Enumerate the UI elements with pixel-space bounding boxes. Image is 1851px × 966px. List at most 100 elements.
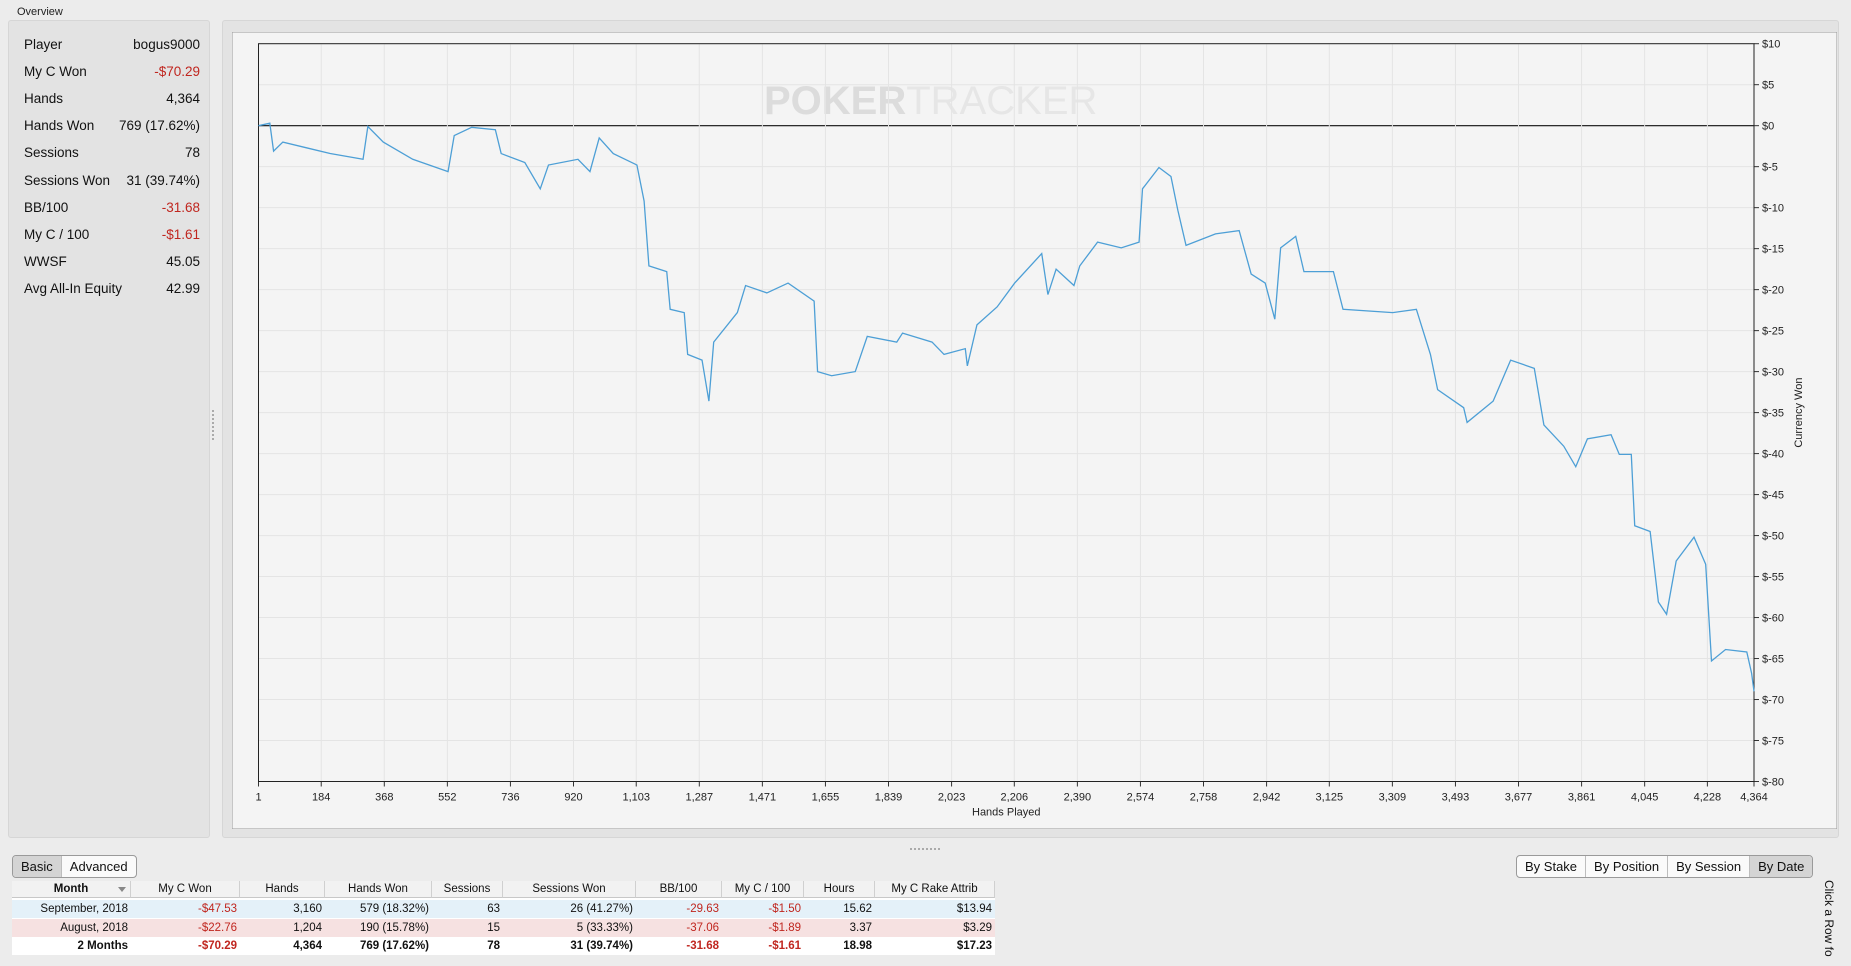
x-tick-label: 2,758	[1190, 792, 1218, 804]
y-tick-label: $0	[1762, 121, 1774, 133]
y-tick-label: $-5	[1762, 162, 1778, 174]
y-tick-label: $-60	[1762, 613, 1784, 625]
chart: POKER TRACKER $10 $5 $0 $-5 $-10 $-15 $-20 $-25 $-…	[232, 32, 1837, 829]
table-cell: -$1.89	[768, 921, 801, 934]
column-header[interactable]: BB/100	[636, 881, 722, 898]
x-tick-label: 920	[564, 792, 582, 804]
y-tick-label: $-20	[1762, 285, 1784, 297]
x-tick-label: 368	[375, 792, 393, 804]
sort-indicator	[118, 887, 126, 892]
stat-label: BB/100	[24, 199, 69, 215]
x-tick-label: 3,309	[1379, 792, 1407, 804]
table-cell: 3.37	[849, 921, 872, 934]
column-header[interactable]: My C Won	[131, 881, 240, 898]
stat-label: Sessions Won	[24, 172, 111, 188]
x-tick-label: 4,228	[1694, 792, 1722, 804]
y-tick-label: $5	[1762, 80, 1774, 92]
stat-label: WWSF	[24, 253, 67, 269]
table-row[interactable]	[12, 937, 995, 955]
column-header[interactable]: Sessions Won	[503, 881, 636, 898]
x-tick-label: 3,861	[1568, 792, 1596, 804]
x-tick-label: 1	[255, 792, 261, 804]
x-tick-label: 1,471	[749, 792, 777, 804]
table-cell: August, 2018	[60, 921, 128, 934]
x-axis-title: Hands Played	[972, 807, 1041, 819]
x-tick-label: 2,390	[1064, 792, 1092, 804]
y-tick-label: $-75	[1762, 736, 1784, 748]
stat-label: Avg All-In Equity	[24, 280, 123, 296]
stats-panel: Player bogus9000 My C Won -$70.29 Hands 4,364…	[8, 20, 210, 838]
y-tick-label: $-70	[1762, 695, 1784, 707]
stat-label: Hands	[24, 91, 64, 107]
stat-label: Hands Won	[24, 118, 95, 134]
y-tick-label: $-30	[1762, 367, 1784, 379]
column-header[interactable]: Sessions	[432, 881, 503, 898]
stat-value: -$70.29	[154, 64, 200, 80]
table-cell: 769 (17.62%)	[359, 940, 429, 952]
x-tick-label: 2,023	[938, 792, 966, 804]
stat-value: 769 (17.62%)	[118, 118, 200, 134]
table-cell: 190 (15.78%)	[359, 921, 429, 934]
toggle-button[interactable]: By Stake	[1517, 856, 1587, 877]
y-tick-label: $-15	[1762, 244, 1784, 256]
toggle-button[interactable]: By Session	[1668, 856, 1751, 877]
stat-row: Hands 4,364	[24, 91, 200, 111]
column-header[interactable]: My C / 100	[722, 881, 804, 898]
x-tick-label: 2,942	[1253, 792, 1281, 804]
x-tick-label: 184	[312, 792, 330, 804]
column-header[interactable]: My C Rake Attrib	[875, 881, 995, 898]
data-line	[258, 122, 1755, 692]
table-row[interactable]	[12, 918, 995, 937]
x-tick-label: 2,206	[1001, 792, 1029, 804]
table-cell: -$70.29	[197, 940, 237, 952]
toggle-button[interactable]: By Date	[1750, 856, 1813, 877]
table-cell: $17.23	[956, 940, 992, 952]
splitter-grip[interactable]	[910, 848, 940, 852]
stat-row: WWSF 45.05	[24, 254, 200, 274]
toggle-button[interactable]: Basic	[13, 856, 62, 877]
toggle-button[interactable]: By Position	[1586, 856, 1669, 877]
table-cell: 1,204	[293, 921, 322, 934]
y-tick-label: $-65	[1762, 654, 1784, 666]
stat-row: Sessions Won 31 (39.74%)	[24, 173, 200, 193]
table-cell: -$1.61	[768, 940, 801, 952]
column-header[interactable]: Hours	[804, 881, 875, 898]
stat-value: -$1.61	[161, 226, 200, 242]
y-tick-label: $-55	[1762, 572, 1784, 584]
x-tick-label: 1,287	[686, 792, 714, 804]
table-cell: $13.94	[956, 903, 992, 915]
column-header[interactable]: Hands	[240, 881, 325, 898]
sort-arrow	[118, 887, 126, 892]
x-tick-label: 1,655	[812, 792, 840, 804]
table-cell: 3,160	[293, 903, 322, 915]
y-axis-title: Currency Won	[1793, 378, 1805, 448]
table-cell: 15.62	[843, 903, 872, 915]
table-cell: 31 (39.74%)	[570, 940, 633, 952]
table-cell: 15	[487, 921, 500, 934]
stat-row: Hands Won 769 (17.62%)	[24, 118, 200, 138]
stat-row: My C Won -$70.29	[24, 64, 200, 84]
table-row[interactable]	[12, 900, 995, 918]
stat-value: -31.68	[161, 199, 200, 215]
table-cell: 18.98	[843, 940, 872, 952]
y-tick-label: $-40	[1762, 449, 1784, 461]
stat-value: 31 (39.74%)	[126, 172, 200, 188]
x-tick-label: 3,677	[1505, 792, 1533, 804]
column-header[interactable]: Month	[12, 881, 131, 898]
table-cell: -37.06	[686, 921, 719, 934]
toggle-button[interactable]: Advanced	[69, 859, 128, 874]
table-cell: 78	[487, 940, 500, 952]
column-header[interactable]: Hands Won	[325, 881, 432, 898]
splitter-grip[interactable]	[212, 410, 218, 440]
results-table: Month My C Won Hands Hands Won Sessions Sessi…	[12, 881, 995, 955]
view-toggle: Basic Advanced	[12, 855, 137, 878]
plot-border	[258, 43, 1755, 782]
stat-row: Avg All-In Equity 42.99	[24, 281, 200, 301]
watermark: POKER	[764, 79, 906, 123]
table-cell: 63	[487, 903, 500, 915]
side-hint: Click a Row fo	[1822, 880, 1836, 957]
stat-row: BB/100 -31.68	[24, 200, 200, 220]
x-tick-label: 736	[501, 792, 519, 804]
y-tick-label: $-25	[1762, 326, 1784, 338]
table-cell: -$1.50	[768, 903, 801, 915]
